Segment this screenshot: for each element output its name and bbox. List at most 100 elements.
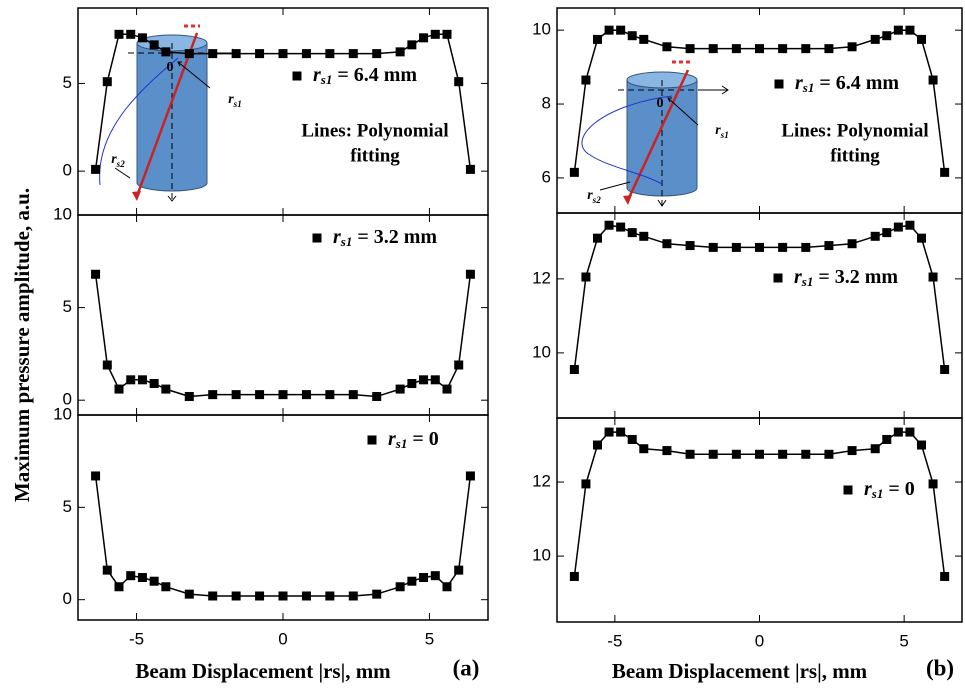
data-point [102, 360, 112, 370]
data-point [149, 379, 159, 389]
data-point [255, 390, 265, 400]
legend-label: rs1 = 6.4 mm [795, 72, 899, 95]
x-tick-label: -5 [607, 631, 622, 650]
data-point [870, 231, 880, 241]
data-point [893, 25, 903, 35]
data-point [454, 565, 464, 575]
data-point [430, 375, 440, 385]
data-point [137, 573, 147, 583]
data-point [824, 241, 834, 251]
data-point [325, 591, 335, 601]
data-point [465, 164, 475, 174]
x-tick-label: 0 [755, 631, 764, 650]
data-point [454, 77, 464, 87]
data-point [708, 242, 718, 252]
y-tick-label: 6 [542, 167, 551, 186]
legend-label: rs1 = 6.4 mm [313, 64, 417, 87]
data-point [627, 31, 637, 41]
data-point [325, 49, 335, 59]
legend-label: rs1 = 0 [388, 428, 439, 451]
y-tick-label: 5 [63, 297, 72, 316]
data-point [372, 589, 382, 599]
data-point [419, 375, 429, 385]
data-point [801, 449, 811, 459]
x-axis-label: Beam Displacement |rs|, mm [135, 659, 391, 683]
data-point [917, 440, 926, 450]
data-point [184, 49, 194, 59]
data-point [917, 34, 926, 44]
data-point [137, 375, 147, 385]
data-point [161, 47, 171, 57]
data-point [627, 228, 637, 238]
data-point [442, 29, 452, 39]
data-point [325, 390, 335, 400]
legend-marker [774, 79, 784, 89]
data-point [430, 571, 440, 581]
data-point [870, 444, 880, 454]
data-point [419, 33, 429, 43]
data-point [778, 242, 788, 252]
y-tick-label: 10 [532, 20, 551, 39]
x-tick-label: 5 [425, 629, 434, 648]
data-point [395, 47, 405, 57]
inset-diagram [99, 24, 239, 202]
data-point [616, 427, 626, 437]
x-axis-label: Beam Displacement |rs|, mm [612, 659, 868, 683]
data-point [755, 242, 764, 252]
panel-label: (a) [453, 655, 480, 680]
data-point [442, 384, 452, 394]
data-point [126, 29, 136, 39]
plot-frame [556, 7, 963, 214]
x-tick-label: -5 [129, 629, 144, 648]
data-point [847, 446, 857, 456]
data-point [161, 582, 171, 592]
data-point [208, 390, 218, 400]
data-point [731, 44, 741, 54]
data-point [893, 222, 903, 232]
data-point [231, 390, 241, 400]
inset-label: 0 [167, 60, 174, 75]
data-point [731, 449, 741, 459]
y-tick-label: 10 [53, 204, 72, 223]
data-point [301, 390, 311, 400]
y-tick-label: 0 [63, 589, 72, 608]
data-point [114, 384, 124, 394]
data-point [604, 25, 614, 35]
data-point [917, 233, 926, 243]
annotation: Lines: Polynomial [781, 120, 928, 141]
data-point [824, 44, 834, 54]
legend-label: rs1 = 3.2 mm [333, 226, 437, 249]
data-point [940, 365, 950, 375]
data-point [604, 427, 614, 437]
legend-marker [367, 435, 377, 445]
data-point [348, 390, 358, 400]
data-point [126, 375, 136, 385]
data-point [407, 40, 417, 50]
data-point [278, 591, 288, 601]
data-point [395, 582, 405, 592]
legend-marker [312, 233, 322, 243]
data-point [372, 391, 382, 401]
data-point [928, 75, 938, 85]
y-tick-label: 12 [532, 472, 551, 491]
data-point [685, 44, 695, 54]
data-point [454, 360, 464, 370]
data-point [581, 479, 591, 489]
data-point [893, 427, 903, 437]
data-point [465, 471, 475, 481]
data-point [149, 40, 159, 50]
data-point [137, 33, 147, 43]
data-point [208, 49, 218, 59]
annotation: Lines: Polynomial [301, 120, 448, 141]
legend-marker [773, 273, 783, 283]
data-point [430, 29, 440, 39]
data-point [184, 391, 194, 401]
y-tick-label: 12 [532, 268, 551, 287]
data-point [708, 44, 718, 54]
inset-label: rs1 [715, 123, 729, 140]
y-tick-label: 10 [53, 404, 72, 423]
data-point [685, 449, 695, 459]
data-point [372, 49, 382, 59]
inset-diagram [581, 60, 729, 207]
